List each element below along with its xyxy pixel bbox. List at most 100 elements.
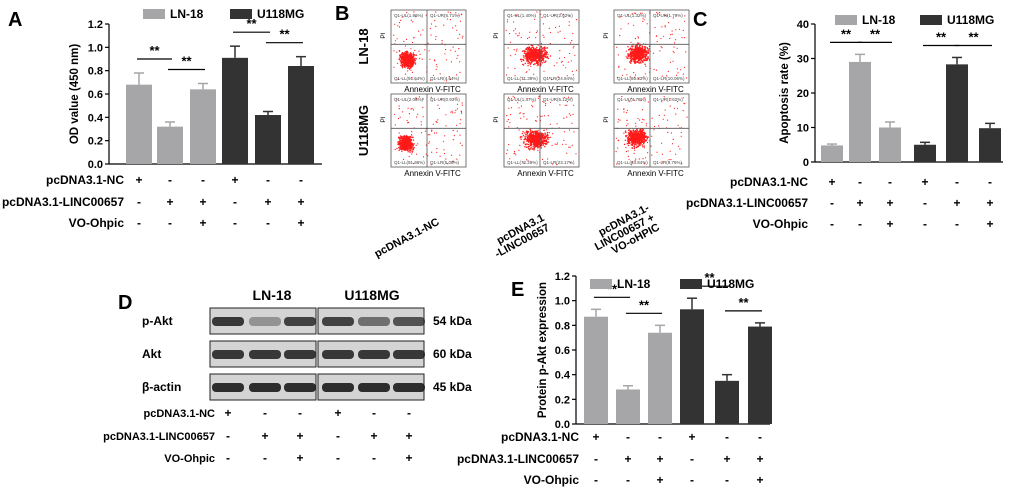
condition-sign: + — [656, 473, 663, 487]
flow-dot — [434, 132, 436, 134]
flow-dot — [534, 134, 536, 136]
flow-dot — [429, 58, 431, 60]
flow-dot — [666, 15, 668, 17]
y-tick-label: 0.2 — [555, 394, 570, 406]
blot-band — [284, 350, 316, 359]
flow-dot — [450, 61, 452, 63]
flow-dot — [637, 135, 639, 138]
flow-dot — [559, 30, 561, 32]
flow-dot — [630, 52, 632, 55]
flow-dot — [642, 118, 644, 120]
legend-label-ln18: LN-18 — [170, 7, 204, 21]
flow-dot — [658, 125, 660, 127]
flow-dot — [573, 45, 575, 48]
blot-size-label: 45 kDa — [433, 380, 472, 394]
flow-dot — [411, 71, 414, 73]
flow-dot — [528, 145, 530, 148]
flow-dot — [638, 136, 640, 139]
flow-dot — [535, 31, 538, 34]
flow-dot — [616, 76, 619, 78]
flow-dot — [642, 60, 644, 63]
flow-dot — [407, 107, 409, 109]
flow-dot — [401, 64, 404, 66]
flow-dot — [633, 72, 635, 74]
condition-sign: - — [299, 173, 303, 187]
flow-dot — [410, 19, 412, 21]
blot-band — [212, 317, 244, 326]
flow-dot — [403, 64, 405, 66]
flow-dot — [407, 143, 410, 145]
flow-dot — [627, 23, 630, 25]
flow-dot — [409, 138, 412, 141]
condition-sign: - — [201, 173, 205, 187]
flow-dot — [409, 149, 412, 152]
flow-dot — [519, 112, 521, 114]
flow-dot — [411, 64, 413, 67]
condition-sign: - — [690, 473, 694, 487]
flow-column-label-line: pcDNA3.1-NC — [373, 216, 442, 260]
flow-dot — [552, 133, 554, 135]
flow-dot — [398, 149, 400, 151]
flow-x-label: Annexin V-FITC — [627, 169, 684, 178]
flow-dot — [536, 11, 538, 13]
flow-dot — [627, 14, 629, 16]
flow-dot — [546, 56, 549, 59]
flow-dot — [629, 57, 632, 60]
flow-dot — [685, 77, 688, 79]
flow-dot — [445, 80, 448, 82]
flow-dot — [635, 131, 638, 133]
condition-sign: + — [296, 451, 303, 465]
flow-dot — [521, 133, 523, 135]
flow-dot — [529, 134, 532, 136]
flow-dot — [624, 139, 627, 141]
flow-dot — [456, 29, 458, 31]
condition-sign: - — [298, 406, 302, 420]
flow-dot — [405, 147, 408, 150]
flow-dot — [540, 51, 542, 53]
flow-dot — [415, 54, 418, 56]
y-tick-label: 0.6 — [555, 345, 570, 357]
flow-dot — [509, 32, 511, 35]
flow-dot — [646, 52, 648, 54]
flow-dot — [406, 51, 408, 54]
flow-dot — [632, 54, 635, 56]
flow-dot — [569, 162, 571, 164]
flow-dot — [635, 61, 637, 63]
condition-sign: - — [988, 175, 992, 189]
flow-dot — [526, 132, 529, 135]
flow-dot — [422, 116, 424, 118]
flow-dot — [527, 54, 529, 56]
flow-dot — [407, 54, 409, 56]
flow-dot — [508, 144, 510, 146]
flow-dot — [442, 140, 445, 142]
flow-dot — [681, 36, 683, 39]
flow-dot — [530, 131, 532, 133]
flow-dot — [551, 144, 553, 146]
flow-dot — [646, 53, 648, 55]
flow-dot — [574, 54, 576, 56]
flow-dot — [669, 105, 671, 107]
flow-dot — [542, 50, 544, 52]
flow-dot — [621, 74, 624, 76]
flow-dot — [523, 56, 525, 59]
flow-dot — [534, 59, 537, 61]
flow-dot — [524, 143, 527, 146]
flow-dot — [632, 58, 634, 60]
flow-dot — [640, 134, 642, 136]
significance-label: ** — [246, 16, 257, 31]
flow-dot — [403, 65, 406, 68]
flow-dot — [637, 62, 640, 64]
flow-dot — [510, 107, 513, 109]
flow-dot — [526, 143, 528, 145]
flow-dot — [412, 136, 414, 139]
flow-dot — [662, 118, 664, 120]
panel-letter-e: E — [511, 279, 524, 301]
flow-dot — [540, 138, 543, 141]
flow-dot — [415, 144, 417, 146]
flow-dot — [522, 130, 524, 133]
flow-dot — [412, 148, 415, 151]
bar — [879, 127, 901, 162]
flow-dot — [514, 152, 516, 154]
flow-dot — [449, 19, 451, 21]
blot-protein-label: Akt — [142, 347, 161, 361]
